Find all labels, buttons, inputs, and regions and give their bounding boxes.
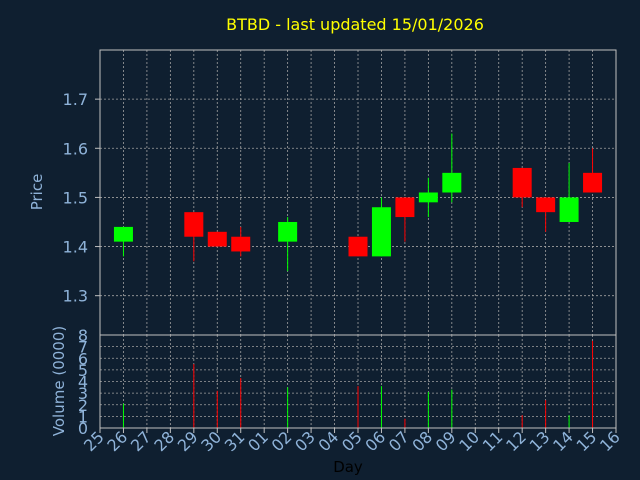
candle-body xyxy=(395,197,415,218)
candle-14 xyxy=(559,163,579,222)
volume-y-tick-label: 6 xyxy=(78,349,88,368)
candle-12 xyxy=(512,167,532,208)
candle-02 xyxy=(278,217,298,272)
price-y-tick-label: 1.6 xyxy=(63,139,88,158)
price-y-tick-label: 1.3 xyxy=(63,287,88,306)
candle-31 xyxy=(231,226,251,257)
candle-body xyxy=(418,192,438,203)
candle-05 xyxy=(348,236,368,257)
volume-y-tick-label: 7 xyxy=(78,338,88,357)
price-y-tick-label: 1.7 xyxy=(63,90,88,109)
volume-y-tick-label: 5 xyxy=(78,361,88,380)
candle-07 xyxy=(395,197,415,242)
volume-axis-label: Volume (0000) xyxy=(50,326,68,436)
candle-15 xyxy=(583,148,603,193)
candle-06 xyxy=(371,197,391,257)
price-panel: 1.3 1.4 1.5 1.6 1.7 xyxy=(63,49,617,336)
candle-body xyxy=(536,197,556,213)
volume-y-tick-label: 3 xyxy=(78,384,88,403)
candle-body xyxy=(184,212,204,237)
candle-body xyxy=(442,172,462,193)
candle-body xyxy=(113,226,133,242)
chart-title: BTBD - last updated 15/01/2026 xyxy=(226,15,484,34)
candle-body xyxy=(583,172,603,193)
candle-29 xyxy=(184,212,204,262)
candle-body xyxy=(512,167,532,198)
price-y-tick-label: 1.4 xyxy=(63,238,88,257)
candle-09 xyxy=(442,133,462,203)
candle-body xyxy=(348,236,368,257)
candle-body xyxy=(371,207,391,257)
candle-26 xyxy=(113,226,133,257)
x-axis-label: Day xyxy=(333,458,363,476)
candle-30 xyxy=(207,231,227,247)
candle-body xyxy=(559,197,579,222)
candle-body xyxy=(207,231,227,247)
volume-y-tick-label: 2 xyxy=(78,396,88,415)
candle-08 xyxy=(418,177,438,218)
candle-13 xyxy=(536,197,556,232)
volume-y-tick-label: 1 xyxy=(78,407,88,426)
volume-y-tick-label: 8 xyxy=(78,326,88,345)
volume-y-tick-label: 4 xyxy=(78,373,88,392)
x-tick-labels: 2526272829303101020304050607080910111213… xyxy=(80,427,624,455)
candle-body xyxy=(231,236,251,252)
volume-y-tick-label: 0 xyxy=(78,419,88,438)
candle-body xyxy=(278,221,298,242)
price-y-tick-label: 1.5 xyxy=(63,188,88,207)
price-axis-label: Price xyxy=(28,174,46,211)
